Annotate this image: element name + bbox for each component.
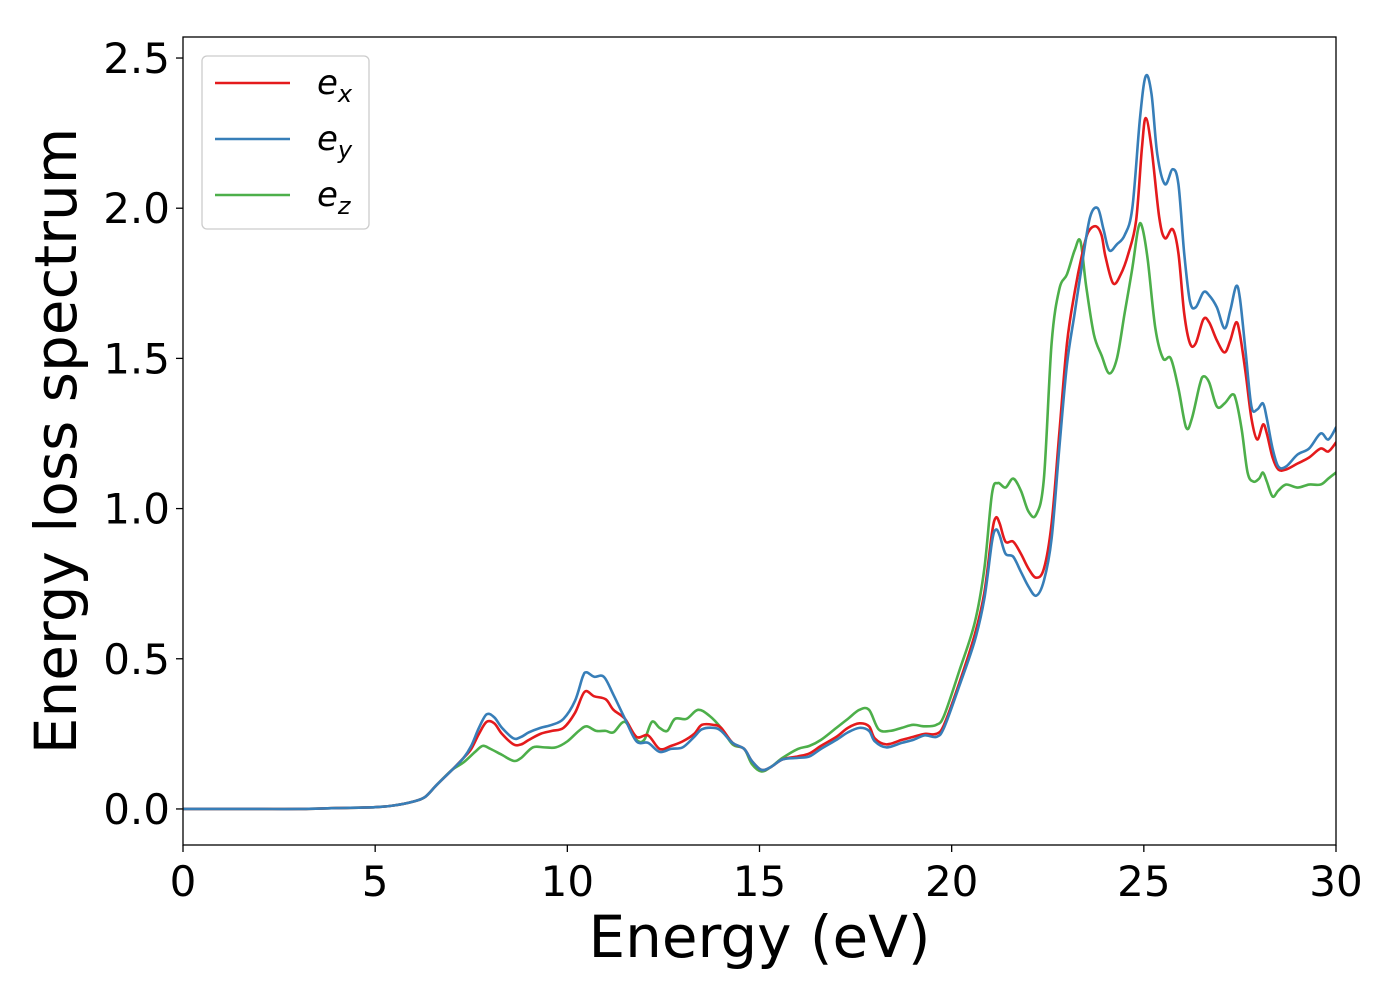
series-layer [183, 73, 1336, 811]
x-tick-label: 30 [1309, 857, 1362, 906]
legend-label-subscript: y [337, 136, 353, 164]
plot-frame [182, 36, 1337, 846]
y-tick-label: 1.0 [103, 485, 170, 534]
x-tick-label: 10 [541, 857, 594, 906]
x-tick-label: 20 [925, 857, 978, 906]
series-line-y [183, 73, 1336, 811]
y-tick-label: 2.0 [103, 184, 170, 233]
legend-label-base: e [317, 63, 338, 103]
y-tick-label: 0.0 [103, 785, 170, 834]
x-axis-label: Energy (eV) [588, 903, 930, 971]
y-tick-label: 1.5 [103, 334, 170, 383]
y-axis-label: Energy loss spectrum [22, 128, 90, 754]
x-tick-label: 5 [362, 857, 389, 906]
series-line-x [183, 116, 1336, 811]
legend-label-base: e [317, 119, 338, 159]
series-line-z [183, 221, 1336, 811]
legend-label-x: ex [317, 63, 353, 108]
ticks-layer: 0 5 10 15 20 25 30 0.0 0.5 1.0 1.5 2.0 2.5 [103, 34, 1363, 906]
legend-label-subscript: x [337, 80, 353, 108]
legend-label-z: ez [317, 175, 352, 220]
y-tick-label: 2.5 [103, 34, 170, 83]
x-tick-label: 25 [1117, 857, 1170, 906]
x-tick-label: 15 [733, 857, 786, 906]
x-tick-label: 0 [170, 857, 197, 906]
y-tick-label: 0.5 [103, 635, 170, 684]
legend-frame [201, 55, 370, 230]
legend-label-base: e [317, 175, 338, 215]
legend-label-y: ey [317, 119, 353, 164]
legend-label-subscript: z [337, 192, 352, 220]
